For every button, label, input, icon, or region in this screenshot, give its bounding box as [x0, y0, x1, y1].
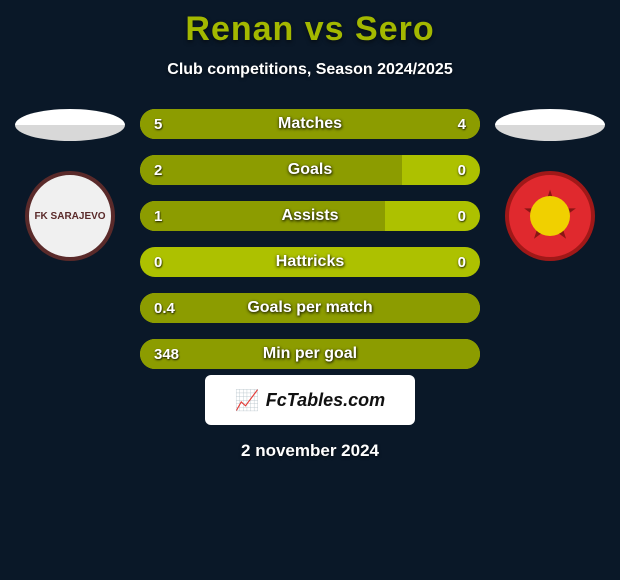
stat-bar-fill-left	[140, 201, 385, 231]
stat-label: Min per goal	[263, 345, 357, 363]
stat-bar: 1 0 Assists	[140, 201, 480, 231]
stat-bar: 0 0 Hattricks	[140, 247, 480, 277]
brand-badge: 📈 FcTables.com	[205, 375, 415, 425]
stat-value-left: 0.4	[154, 300, 175, 317]
infographic-root: Renan vs Sero Club competitions, Season …	[0, 0, 620, 580]
stat-label: Goals per match	[247, 299, 372, 317]
brand-text: FcTables.com	[266, 390, 385, 411]
stat-value-right: 4	[458, 116, 466, 133]
body-row: FK SARAJEVO 5 4 Matches 2 0 Goals 1 0 Assists 0 0 H…	[0, 109, 620, 369]
stat-bar: 348 Min per goal	[140, 339, 480, 369]
stat-value-left: 0	[154, 254, 162, 271]
footer-date: 2 november 2024	[241, 441, 379, 461]
stat-bar: 0.4 Goals per match	[140, 293, 480, 323]
club-left-abbrev: FK SARAJEVO	[34, 211, 105, 222]
stat-value-right: 0	[458, 208, 466, 225]
page-title: Renan vs Sero	[185, 10, 434, 49]
stats-bars: 5 4 Matches 2 0 Goals 1 0 Assists 0 0 Hattricks 0.4 G…	[140, 109, 480, 369]
stat-label: Assists	[282, 207, 339, 225]
stat-bar: 5 4 Matches	[140, 109, 480, 139]
left-column: FK SARAJEVO	[10, 109, 130, 261]
subtitle: Club competitions, Season 2024/2025	[167, 61, 452, 79]
stat-value-right: 0	[458, 254, 466, 271]
club-left-logo: FK SARAJEVO	[25, 171, 115, 261]
player-right-avatar-placeholder	[495, 109, 605, 141]
stat-value-left: 1	[154, 208, 162, 225]
stat-label: Hattricks	[276, 253, 344, 271]
player-left-avatar-placeholder	[15, 109, 125, 141]
right-column	[490, 109, 610, 261]
stat-label: Goals	[288, 161, 332, 179]
stat-bar-fill-left	[140, 155, 402, 185]
stat-bar: 2 0 Goals	[140, 155, 480, 185]
stat-value-right: 0	[458, 162, 466, 179]
stat-value-left: 2	[154, 162, 162, 179]
stat-value-left: 5	[154, 116, 162, 133]
stat-label: Matches	[278, 115, 342, 133]
brand-icon: 📈	[235, 388, 260, 413]
stat-value-left: 348	[154, 346, 179, 363]
club-right-logo	[505, 171, 595, 261]
